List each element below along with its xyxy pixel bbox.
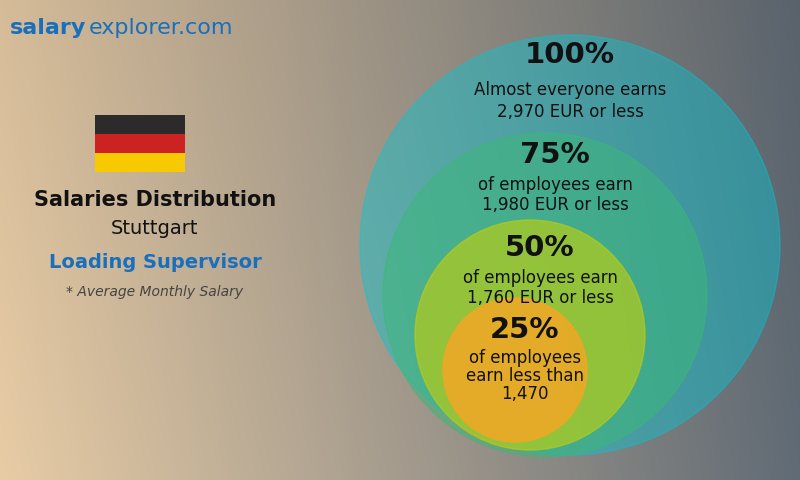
- Text: Salaries Distribution: Salaries Distribution: [34, 190, 276, 210]
- Text: 1,470: 1,470: [502, 385, 549, 403]
- Text: Stuttgart: Stuttgart: [111, 218, 198, 238]
- Text: 2,970 EUR or less: 2,970 EUR or less: [497, 103, 643, 121]
- Bar: [95, 115, 185, 134]
- Text: of employees earn: of employees earn: [462, 269, 618, 287]
- Circle shape: [443, 298, 587, 442]
- Circle shape: [383, 133, 707, 457]
- Text: explorer.com: explorer.com: [89, 18, 234, 38]
- Text: earn less than: earn less than: [466, 367, 584, 385]
- Circle shape: [360, 35, 780, 455]
- Text: 25%: 25%: [490, 316, 560, 344]
- Text: of employees: of employees: [469, 349, 581, 367]
- Text: 100%: 100%: [525, 41, 615, 69]
- Text: Loading Supervisor: Loading Supervisor: [49, 252, 262, 272]
- Text: * Average Monthly Salary: * Average Monthly Salary: [66, 285, 243, 299]
- Text: 50%: 50%: [505, 234, 575, 262]
- Text: 1,980 EUR or less: 1,980 EUR or less: [482, 196, 629, 214]
- Text: salary: salary: [10, 18, 86, 38]
- Text: of employees earn: of employees earn: [478, 176, 633, 194]
- Text: 1,760 EUR or less: 1,760 EUR or less: [466, 289, 614, 307]
- Bar: [95, 153, 185, 172]
- Circle shape: [415, 220, 645, 450]
- Text: 75%: 75%: [520, 141, 590, 169]
- Text: Almost everyone earns: Almost everyone earns: [474, 81, 666, 99]
- Bar: [95, 134, 185, 153]
